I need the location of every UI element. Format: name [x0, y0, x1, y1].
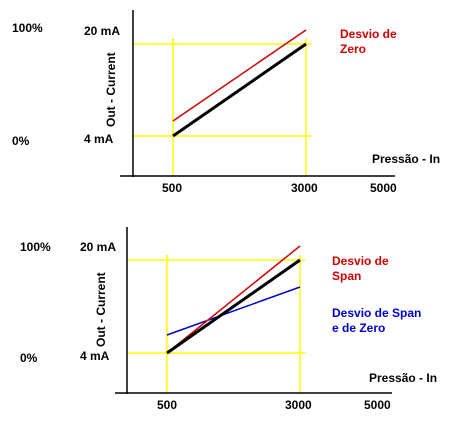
chart-2-span-shift-line: [166, 245, 301, 354]
chart-1-x-axis-label: Pressão - In: [372, 152, 441, 166]
chart-1-ideal-line: [172, 42, 307, 138]
chart-2-x-tick-3000: 3000: [285, 398, 312, 412]
chart-1-y-axis-label: Out - Current: [104, 52, 118, 127]
chart-2-ma-top: 20 mA: [80, 240, 117, 254]
chart-2-ma-bottom: 4 mA: [80, 349, 110, 363]
chart-1-x-tick-5000: 5000: [370, 181, 397, 195]
chart-1-plot: [120, 10, 395, 177]
chart-2-pct-top: 100%: [20, 240, 51, 254]
chart-2-span-zero-shift-label-line2: e de Zero: [332, 321, 386, 335]
chart-2-plot: [115, 227, 392, 394]
chart-1-zero-shift-line: [172, 29, 307, 122]
chart-2-x-tick-500: 500: [157, 398, 178, 412]
chart-1-ma-bottom: 4 mA: [84, 132, 114, 146]
chart-2-y-axis-label: Out - Current: [94, 272, 108, 347]
chart-1-ma-top: 20 mA: [84, 24, 121, 38]
chart-1-x-tick-3000: 3000: [291, 181, 318, 195]
chart-1-pct-bottom: 0%: [12, 134, 30, 148]
chart-2-pct-bottom: 0%: [20, 351, 38, 365]
chart-2-span-shift-label-line1: Desvio de: [332, 254, 389, 268]
chart-2-span-zero-shift-label-line1: Desvio de Span: [332, 306, 422, 320]
chart-2-x-axis-label: Pressão - In: [369, 371, 438, 385]
chart-2-span-zero-shift-line: [166, 286, 301, 336]
chart-1-zero-shift-label-line2: Zero: [340, 42, 367, 56]
chart-1-pct-top: 100%: [12, 21, 43, 35]
chart-1-zero-shift-label-line1: Desvio de: [340, 27, 397, 41]
chart-1-x-tick-500: 500: [162, 181, 183, 195]
chart-2-span-shift-label-line2: Span: [332, 269, 362, 283]
chart-2-x-tick-5000: 5000: [364, 398, 391, 412]
chart-2-ideal-line: [166, 258, 301, 355]
